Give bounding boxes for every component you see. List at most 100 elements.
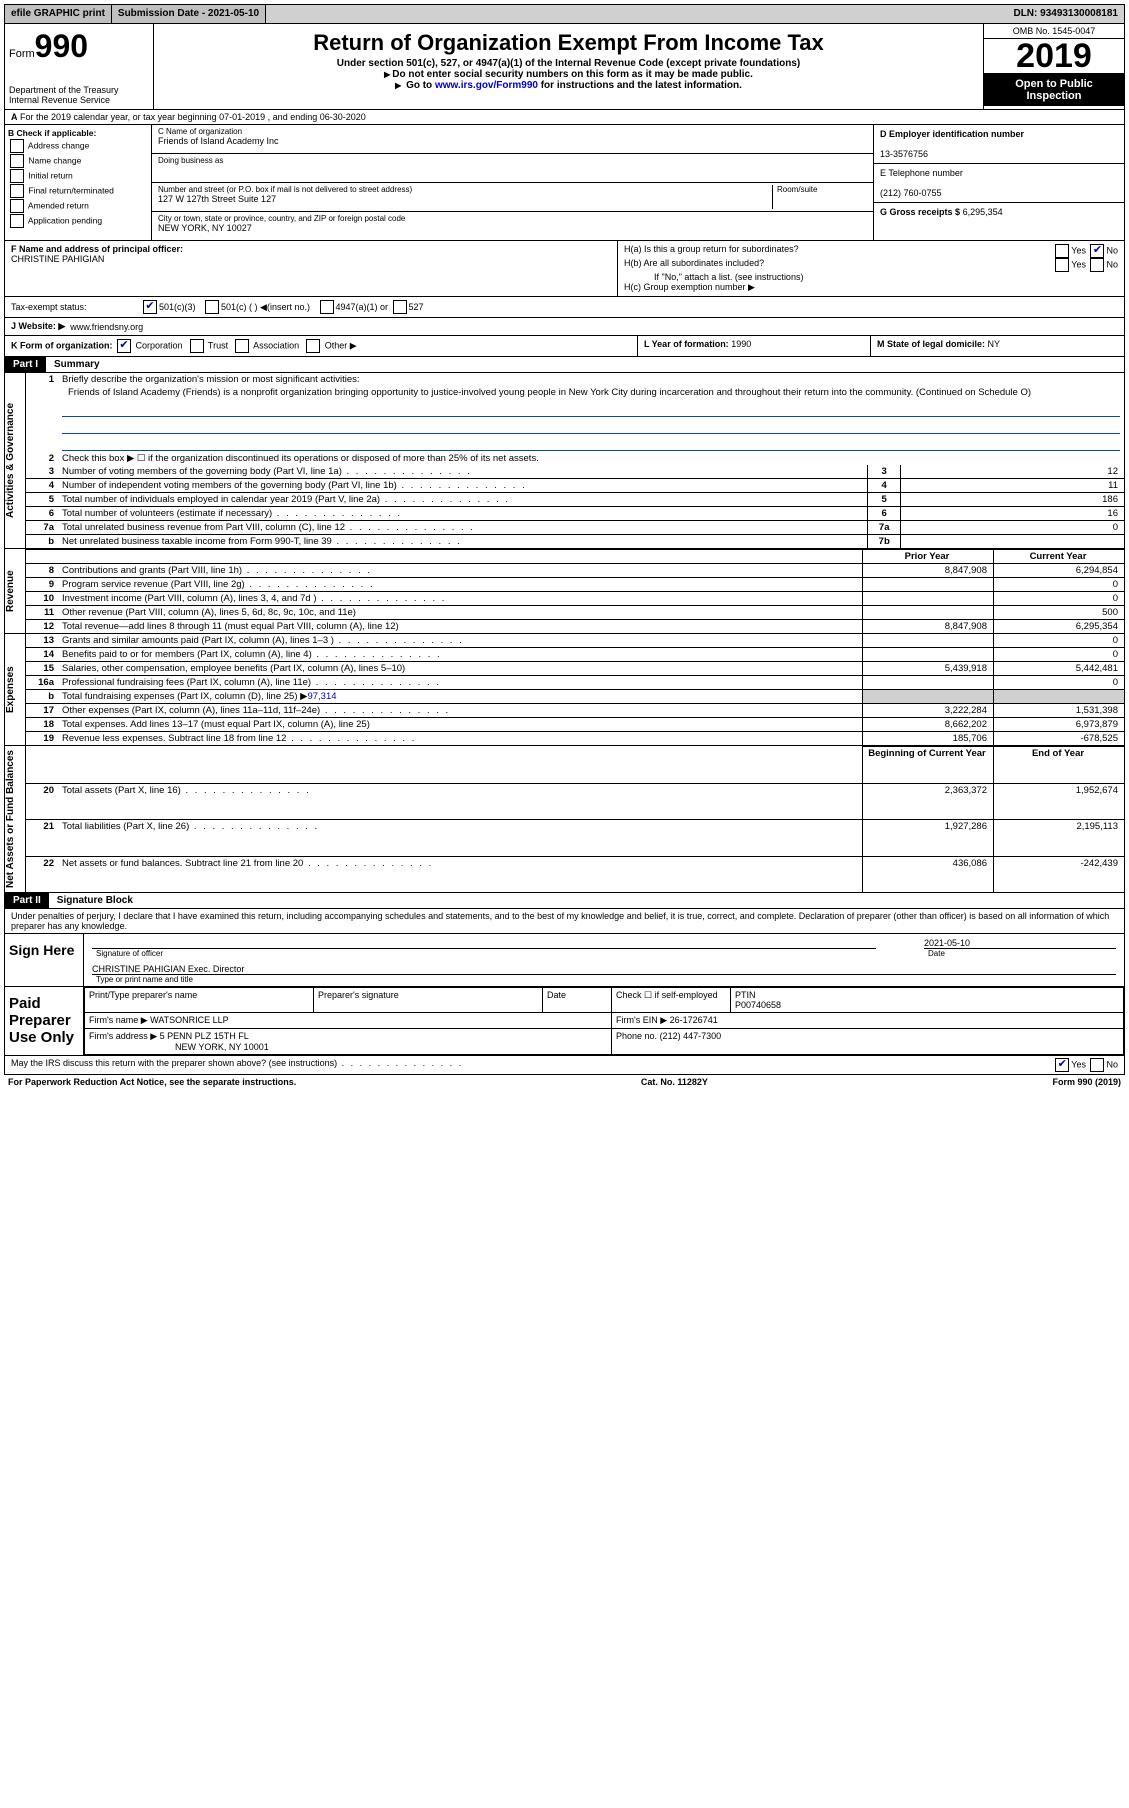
n7b: 7b: [868, 535, 901, 549]
l16b-val: 97,314: [307, 691, 336, 702]
p16a: [863, 676, 994, 690]
hdr-end: End of Year: [994, 747, 1125, 784]
o-assoc: Association: [253, 340, 299, 350]
officer-name: CHRISTINE PAHIGIAN: [11, 254, 104, 264]
ha-yes[interactable]: [1055, 244, 1069, 258]
l11: Other revenue (Part VIII, column (A), li…: [58, 606, 863, 620]
side-netassets: Net Assets or Fund Balances: [5, 746, 26, 892]
paid-preparer-right: Print/Type preparer's name Preparer's si…: [84, 987, 1124, 1055]
cb-4947[interactable]: [320, 300, 334, 314]
cat-no: Cat. No. 11282Y: [641, 1077, 708, 1087]
footer: For Paperwork Reduction Act Notice, see …: [4, 1075, 1125, 1089]
l17: Other expenses (Part IX, column (A), lin…: [58, 704, 863, 718]
prep-sig-lbl: Preparer's signature: [314, 988, 543, 1013]
ha-no[interactable]: [1090, 244, 1104, 258]
form-subtitle: Under section 501(c), 527, or 4947(a)(1)…: [158, 58, 979, 69]
form-header: Form990 Department of the Treasury Inter…: [4, 24, 1125, 110]
cb-initial-return[interactable]: Initial return: [8, 169, 148, 183]
cb-name-change[interactable]: Name change: [8, 154, 148, 168]
l7b-text: Net unrelated business taxable income fr…: [58, 535, 868, 549]
o-trust: Trust: [208, 340, 228, 350]
n6: 6: [868, 507, 901, 521]
opt-amend: Amended return: [28, 200, 89, 210]
m-val: NY: [988, 339, 1001, 349]
firm-ein: 26-1726741: [670, 1015, 718, 1025]
ptin-cell: PTINP00740658: [731, 988, 1124, 1013]
l12: Total revenue—add lines 8 through 11 (mu…: [58, 620, 863, 634]
box-b-header: B Check if applicable:: [8, 128, 96, 138]
v3: 12: [901, 465, 1124, 479]
sign-here-row: Sign Here Signature of officer 2021-05-1…: [5, 934, 1124, 986]
p21: 1,927,286: [863, 820, 994, 857]
cb-501c[interactable]: [205, 300, 219, 314]
discuss-text: May the IRS discuss this return with the…: [11, 1058, 1053, 1072]
m-lbl: M State of legal domicile:: [877, 339, 985, 349]
o-501c: 501(c) ( ) ◀(insert no.): [221, 302, 310, 313]
box-g: G Gross receipts $ 6,295,354: [874, 203, 1124, 221]
row-a-tax-year: A For the 2019 calendar year, or tax yea…: [4, 110, 1125, 125]
cb-corp[interactable]: [117, 339, 131, 353]
firm-addr1: 5 PENN PLZ 15TH FL: [160, 1031, 249, 1041]
sig-date-val: 2021-05-10: [920, 938, 1120, 948]
top-bar: efile GRAPHIC print Submission Date - 20…: [4, 4, 1125, 24]
discuss-row: May the IRS discuss this return with the…: [5, 1055, 1124, 1074]
cb-501c3[interactable]: [143, 300, 157, 314]
l13: Grants and similar amounts paid (Part IX…: [58, 634, 863, 648]
header-left: Form990 Department of the Treasury Inter…: [5, 24, 154, 109]
ha-text: H(a) Is this a group return for subordin…: [624, 244, 799, 258]
part2-title: Signature Block: [49, 893, 141, 908]
org-address: 127 W 127th Street Suite 127: [158, 194, 772, 204]
cb-app-pending[interactable]: Application pending: [8, 214, 148, 228]
firm-name-lbl: Firm's name ▶: [89, 1015, 148, 1025]
p15: 5,439,918: [863, 662, 994, 676]
governance-table: 1 Briefly describe the organization's mi…: [26, 373, 1124, 548]
p8: 8,847,908: [863, 564, 994, 578]
cb-amended[interactable]: Amended return: [8, 199, 148, 213]
ptin-val: P00740658: [735, 1000, 781, 1010]
submission-date-button[interactable]: Submission Date - 2021-05-10: [112, 5, 266, 23]
open-inspection: Open to Public Inspection: [984, 74, 1124, 106]
p11: [863, 606, 994, 620]
v7b: [901, 535, 1124, 549]
cb-527[interactable]: [393, 300, 407, 314]
cb-final-return[interactable]: Final return/terminated: [8, 184, 148, 198]
hb-no[interactable]: [1090, 258, 1104, 272]
header-right: OMB No. 1545-0047 2019 Open to Public In…: [983, 24, 1124, 109]
hc-text: H(c) Group exemption number ▶: [624, 282, 1118, 293]
discuss-no[interactable]: [1090, 1058, 1104, 1072]
topbar-spacer: [266, 5, 1007, 23]
mission-text: Friends of Island Academy (Friends) is a…: [62, 385, 1120, 400]
hb-yes[interactable]: [1055, 258, 1069, 272]
no-lbl2: No: [1106, 259, 1118, 269]
l22: Net assets or fund balances. Subtract li…: [58, 857, 863, 892]
l7a-text: Total unrelated business revenue from Pa…: [58, 521, 868, 535]
firm-addr-cell: Firm's address ▶ 5 PENN PLZ 15TH FL NEW …: [85, 1029, 612, 1055]
cb-other[interactable]: [306, 339, 320, 353]
v6: 16: [901, 507, 1124, 521]
form-990-number: 990: [35, 28, 88, 64]
l2-text: Check this box ▶ ☐ if the organization d…: [58, 452, 1124, 465]
efile-print-button[interactable]: efile GRAPHIC print: [5, 5, 112, 23]
cb-assoc[interactable]: [235, 339, 249, 353]
n7a: 7a: [868, 521, 901, 535]
cb-trust[interactable]: [190, 339, 204, 353]
l4-text: Number of independent voting members of …: [58, 479, 868, 493]
block-bcde: B Check if applicable: Address change Na…: [4, 125, 1125, 241]
discuss-yes[interactable]: [1055, 1058, 1069, 1072]
discuss-yes-lbl: Yes: [1071, 1059, 1086, 1069]
n4: 4: [868, 479, 901, 493]
cb-address-change[interactable]: Address change: [8, 139, 148, 153]
c16b: [994, 690, 1125, 704]
website-value: www.friendsny.org: [70, 322, 143, 332]
irs-link[interactable]: www.irs.gov/Form990: [435, 80, 538, 91]
side-governance: Activities & Governance: [5, 373, 26, 548]
o-4947: 4947(a)(1) or: [336, 302, 389, 312]
goto-note: Go to www.irs.gov/Form990 for instructio…: [158, 80, 979, 91]
l21: Total liabilities (Part X, line 26): [58, 820, 863, 857]
goto-post: for instructions and the latest informat…: [538, 80, 742, 91]
box-c: C Name of organization Friends of Island…: [152, 125, 874, 240]
prep-name-lbl: Print/Type preparer's name: [85, 988, 314, 1013]
p17: 3,222,284: [863, 704, 994, 718]
k-lbl: K Form of organization:: [11, 340, 113, 350]
l16b-pre: Total fundraising expenses (Part IX, col…: [62, 691, 307, 702]
